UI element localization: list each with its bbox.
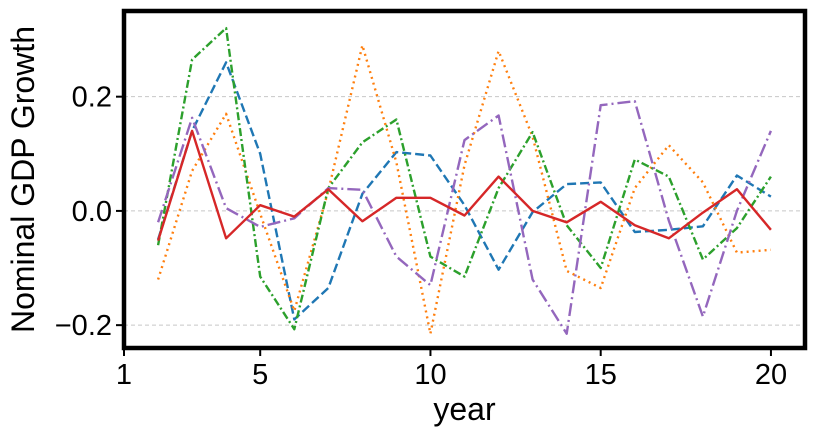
x-axis-label: year [433, 391, 496, 427]
series-line-5 [156, 129, 772, 241]
tick-layer: −0.20.00.21 5 10 15 20 [55, 82, 787, 391]
x-tick-label: 10 [414, 359, 446, 391]
series-line-4 [156, 100, 773, 335]
series-line-1 [156, 61, 772, 321]
x-tick-label: 20 [755, 359, 787, 391]
series-layer [156, 26, 773, 335]
y-tick-label: 0.0 [72, 196, 112, 228]
plot-frame [121, 8, 808, 351]
y-tick-label: −0.2 [55, 310, 112, 342]
series-line-3 [156, 26, 772, 331]
y-axis-label: Nominal GDP Growth [5, 26, 41, 333]
x-tick-label: 1 [116, 359, 132, 391]
x-tick-label: 5 [252, 359, 268, 391]
y-tick-label: 0.2 [72, 82, 112, 114]
x-tick-label: 15 [585, 359, 617, 391]
grid-layer [124, 96, 805, 326]
